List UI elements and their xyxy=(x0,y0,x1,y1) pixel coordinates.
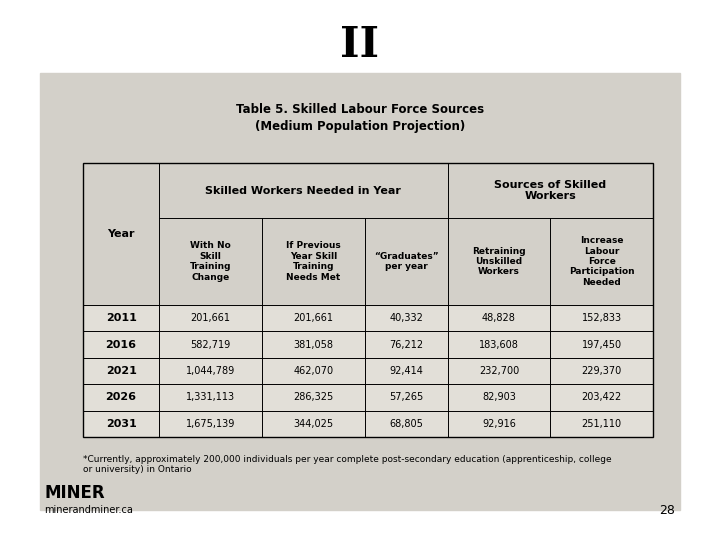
Text: 344,025: 344,025 xyxy=(293,419,333,429)
Bar xyxy=(83,163,653,437)
Text: 251,110: 251,110 xyxy=(582,419,621,429)
Text: 201,661: 201,661 xyxy=(293,313,333,323)
Text: 1,044,789: 1,044,789 xyxy=(186,366,235,376)
Text: 28: 28 xyxy=(660,503,675,516)
Text: 92,916: 92,916 xyxy=(482,419,516,429)
Text: 582,719: 582,719 xyxy=(191,340,230,349)
Text: 2016: 2016 xyxy=(106,340,137,349)
Text: 57,265: 57,265 xyxy=(389,393,423,402)
Text: 229,370: 229,370 xyxy=(582,366,622,376)
Text: With No
Skill
Training
Change: With No Skill Training Change xyxy=(190,241,231,281)
Text: If Previous
Year Skill
Training
Needs Met: If Previous Year Skill Training Needs Me… xyxy=(286,241,341,281)
Text: 286,325: 286,325 xyxy=(293,393,333,402)
Text: 203,422: 203,422 xyxy=(582,393,622,402)
Text: Sources of Skilled
Workers: Sources of Skilled Workers xyxy=(494,180,606,201)
Text: minerandminer.ca: minerandminer.ca xyxy=(45,505,133,515)
Text: “Graduates”
per year: “Graduates” per year xyxy=(374,252,438,271)
Text: 92,414: 92,414 xyxy=(390,366,423,376)
Bar xyxy=(0,0,720,100)
Text: 381,058: 381,058 xyxy=(293,340,333,349)
Text: Year: Year xyxy=(107,229,135,239)
Text: 183,608: 183,608 xyxy=(479,340,519,349)
Text: Retraining
Unskilled
Workers: Retraining Unskilled Workers xyxy=(472,247,526,276)
Text: 76,212: 76,212 xyxy=(389,340,423,349)
Text: 2011: 2011 xyxy=(106,313,137,323)
Text: 152,833: 152,833 xyxy=(582,313,621,323)
Text: *Currently, approximately 200,000 individuals per year complete post-secondary e: *Currently, approximately 200,000 indivi… xyxy=(83,455,611,475)
Text: 68,805: 68,805 xyxy=(390,419,423,429)
Text: 2026: 2026 xyxy=(106,393,137,402)
Bar xyxy=(83,163,653,437)
Text: 201,661: 201,661 xyxy=(191,313,230,323)
Text: 2021: 2021 xyxy=(106,366,137,376)
Text: Table 5. Skilled Labour Force Sources
(Medium Population Projection): Table 5. Skilled Labour Force Sources (M… xyxy=(236,103,484,133)
Text: 1,675,139: 1,675,139 xyxy=(186,419,235,429)
Text: II: II xyxy=(341,24,379,66)
Text: 1,331,113: 1,331,113 xyxy=(186,393,235,402)
Text: 232,700: 232,700 xyxy=(479,366,519,376)
Bar xyxy=(83,163,653,218)
Text: 48,828: 48,828 xyxy=(482,313,516,323)
Text: 2031: 2031 xyxy=(106,419,137,429)
Text: Increase
Labour
Force
Participation
Needed: Increase Labour Force Participation Need… xyxy=(569,236,634,287)
Text: 40,332: 40,332 xyxy=(390,313,423,323)
Text: MINER: MINER xyxy=(45,484,105,502)
Bar xyxy=(83,218,653,305)
Text: 82,903: 82,903 xyxy=(482,393,516,402)
Bar xyxy=(40,73,680,510)
Text: Skilled Workers Needed in Year: Skilled Workers Needed in Year xyxy=(205,186,401,195)
Text: 462,070: 462,070 xyxy=(293,366,333,376)
Text: 197,450: 197,450 xyxy=(582,340,621,349)
